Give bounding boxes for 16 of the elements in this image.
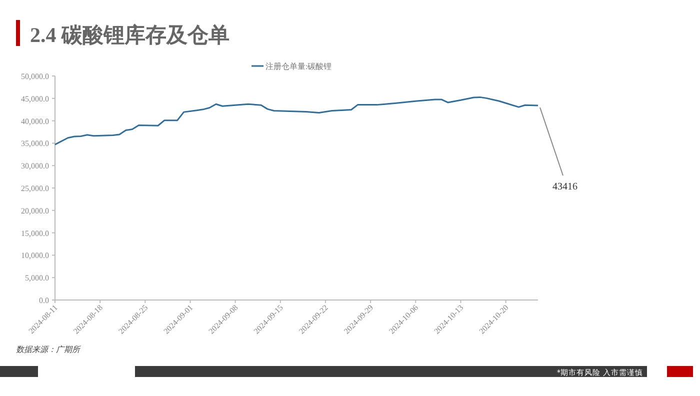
y-tick-label: 50,000.0 [21, 72, 49, 81]
y-tick-label: 30,000.0 [21, 162, 49, 171]
legend-label: 注册仓单量:碳酸锂 [266, 62, 332, 71]
chart-title: 2.4 碳酸锂库存及仓单 [30, 23, 230, 47]
y-tick-label: 40,000.0 [21, 116, 49, 126]
line-series [54, 96, 539, 146]
y-tick-label: 35,000.0 [21, 139, 49, 148]
source-note: 数据来源：广期所 [16, 345, 81, 354]
y-tick-label: 5,000.0 [25, 274, 49, 283]
y-tick-label: 0.0 [39, 296, 49, 305]
y-tick-label: 15,000.0 [21, 228, 49, 238]
y-tick-label: 25,000.0 [21, 184, 49, 193]
y-tick-label: 45,000.0 [21, 94, 49, 104]
annotation: 43416 [552, 181, 578, 192]
y-tick-label: 20,000.0 [21, 206, 49, 216]
y-tick-label: 10,000.0 [21, 251, 49, 260]
